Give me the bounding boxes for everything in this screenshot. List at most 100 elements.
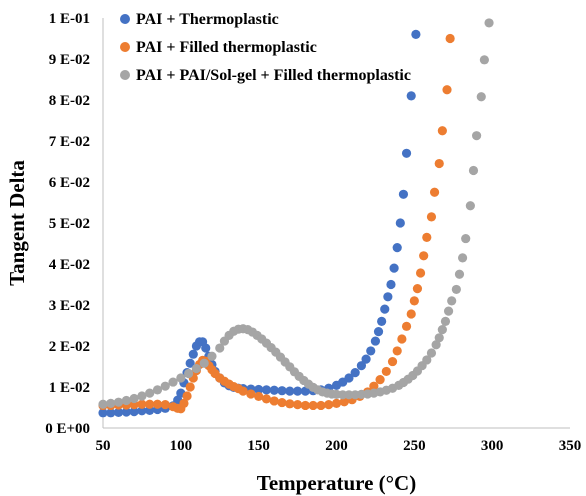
data-point xyxy=(437,126,447,136)
data-point xyxy=(106,398,116,408)
y-tick-label: 0 E+00 xyxy=(45,421,90,437)
data-point xyxy=(377,316,387,326)
data-point xyxy=(261,385,272,395)
data-point xyxy=(121,407,131,417)
x-tick-label: 300 xyxy=(481,438,504,454)
data-point xyxy=(179,398,189,408)
legend-marker xyxy=(120,14,130,24)
data-point xyxy=(411,29,421,39)
y-tick-label: 8 E-02 xyxy=(49,93,90,109)
data-point xyxy=(412,284,423,294)
y-tick-label: 3 E-02 xyxy=(49,298,90,314)
data-point xyxy=(269,385,279,395)
data-point xyxy=(129,407,139,417)
data-point xyxy=(285,399,295,409)
data-point xyxy=(373,327,384,337)
data-point xyxy=(434,158,444,169)
data-point xyxy=(199,358,209,368)
data-point xyxy=(429,187,440,197)
data-point xyxy=(383,292,393,302)
data-point xyxy=(431,340,441,350)
data-point xyxy=(422,232,432,242)
data-point xyxy=(434,333,444,343)
data-point xyxy=(254,384,264,395)
data-point xyxy=(145,399,155,409)
data-point xyxy=(437,325,447,335)
x-tick-labels: 50 100 150 200 250 300 350 xyxy=(96,438,582,454)
data-point xyxy=(182,391,192,401)
data-point xyxy=(419,251,429,261)
data-point xyxy=(409,296,419,306)
legend-item: PAI + Filled thermoplastic xyxy=(120,39,317,56)
data-point xyxy=(215,343,225,353)
data-point xyxy=(389,263,399,273)
series-layer xyxy=(98,18,494,418)
data-point xyxy=(461,233,471,244)
data-point xyxy=(269,396,279,406)
legend-marker xyxy=(120,70,130,80)
y-tick-labels: 0 E+00 1 E-02 2 E-02 3 E-02 4 E-02 5 E-02 6 E-… xyxy=(45,11,90,437)
data-point xyxy=(380,304,390,314)
data-point xyxy=(426,348,437,358)
data-point xyxy=(160,400,170,410)
data-point xyxy=(479,55,489,65)
data-point xyxy=(375,375,385,385)
data-point xyxy=(188,349,198,359)
data-point xyxy=(168,377,178,387)
legend-item: PAI + Thermoplastic xyxy=(120,11,279,28)
legend-label: PAI + PAI/Sol-gel + Filled thermoplastic xyxy=(136,67,411,84)
data-point xyxy=(426,212,437,222)
data-point xyxy=(366,346,376,356)
data-point xyxy=(277,397,287,408)
data-point xyxy=(285,386,295,396)
data-point xyxy=(406,91,416,101)
data-point xyxy=(381,366,391,377)
data-point xyxy=(468,165,479,176)
data-point xyxy=(398,189,409,199)
y-tick-label: 4 E-02 xyxy=(49,257,90,273)
x-tick-label: 150 xyxy=(247,438,270,454)
series-3 xyxy=(98,18,494,409)
data-point xyxy=(98,408,108,418)
data-point xyxy=(254,391,264,402)
data-point xyxy=(207,351,217,361)
data-point xyxy=(465,201,475,211)
data-point xyxy=(137,399,147,409)
data-point xyxy=(392,243,402,253)
data-point xyxy=(185,358,195,368)
y-axis-title: Tangent Delta xyxy=(5,160,29,286)
x-tick-label: 250 xyxy=(403,438,426,454)
data-point xyxy=(137,391,147,401)
x-tick-label: 200 xyxy=(325,438,348,454)
axes xyxy=(102,18,570,429)
legend-label: PAI + Thermoplastic xyxy=(136,11,279,28)
data-point xyxy=(292,400,303,410)
data-point xyxy=(370,336,381,346)
data-point xyxy=(454,269,465,279)
x-tick-label: 100 xyxy=(170,438,193,454)
data-point xyxy=(113,397,124,407)
y-tick-label: 9 E-02 xyxy=(49,52,90,68)
data-point xyxy=(451,284,461,295)
data-point xyxy=(401,321,412,331)
data-point xyxy=(447,296,457,306)
data-point xyxy=(145,388,155,398)
data-point xyxy=(176,373,186,383)
data-point xyxy=(300,386,310,396)
series-1 xyxy=(98,29,421,418)
data-point xyxy=(308,400,318,411)
y-tick-label: 1 E-01 xyxy=(49,11,90,27)
data-point xyxy=(344,373,354,383)
data-point xyxy=(316,400,326,411)
data-point xyxy=(392,346,402,356)
data-point xyxy=(185,382,195,392)
data-point xyxy=(457,253,468,263)
y-tick-label: 6 E-02 xyxy=(49,175,90,191)
data-point xyxy=(401,148,412,158)
data-point xyxy=(98,399,108,409)
data-point xyxy=(137,406,147,416)
data-point xyxy=(387,356,398,367)
data-point xyxy=(152,399,163,409)
data-point xyxy=(113,407,124,418)
data-point xyxy=(121,395,131,406)
